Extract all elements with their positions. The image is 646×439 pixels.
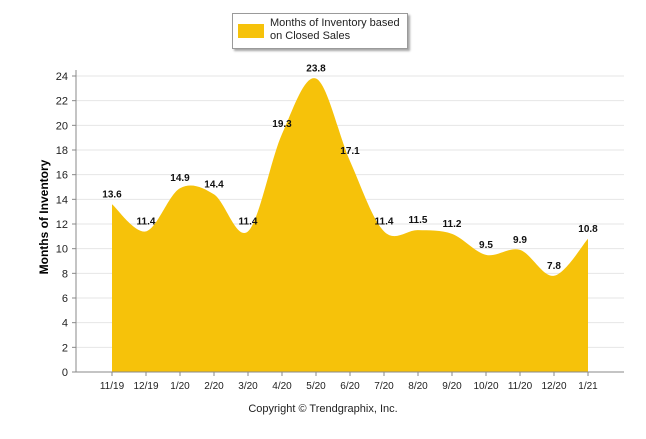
x-tick-label: 4/20: [272, 381, 292, 392]
x-tick-label: 12/19: [133, 381, 158, 392]
y-tick-label: 10: [56, 244, 68, 256]
y-tick-label: 6: [62, 293, 68, 305]
y-tick-label: 16: [56, 170, 68, 182]
legend-label: Months of Inventory based on Closed Sale…: [270, 17, 400, 42]
y-tick-label: 4: [62, 318, 68, 330]
x-tick-label: 11/19: [100, 381, 125, 392]
x-tick-label: 2/20: [204, 381, 224, 392]
y-tick-label: 24: [56, 71, 68, 83]
legend: Months of Inventory based on Closed Sale…: [232, 13, 408, 49]
x-tick-label: 11/20: [508, 381, 533, 392]
data-label: 10.8: [578, 224, 598, 235]
copyright-footer: Copyright © Trendgraphix, Inc.: [248, 403, 398, 415]
y-tick-label: 0: [62, 367, 68, 379]
x-tick-label: 12/20: [541, 381, 566, 392]
data-label: 11.2: [443, 219, 462, 230]
legend-swatch: [238, 24, 264, 38]
x-tick-label: 1/21: [578, 381, 598, 392]
x-tick-label: 10/20: [473, 381, 498, 392]
data-label: 11.5: [409, 215, 428, 226]
series-area: [112, 78, 588, 372]
data-label: 23.8: [306, 63, 326, 74]
data-label: 14.4: [204, 179, 224, 190]
x-tick-label: 6/20: [340, 381, 360, 392]
y-tick-label: 12: [56, 219, 68, 231]
y-tick-label: 20: [56, 120, 68, 132]
x-tick-label: 3/20: [238, 381, 258, 392]
x-tick-label: 7/20: [374, 381, 394, 392]
data-label: 19.3: [272, 119, 292, 130]
data-label: 11.4: [375, 216, 394, 227]
x-tick-label: 1/20: [170, 381, 190, 392]
y-tick-label: 22: [56, 96, 68, 108]
y-axis-label: Months of Inventory: [37, 159, 51, 275]
data-label: 17.1: [340, 146, 360, 157]
data-label: 14.9: [170, 173, 190, 184]
data-label: 9.5: [479, 240, 493, 251]
x-tick-label: 9/20: [442, 381, 462, 392]
y-tick-label: 18: [56, 145, 68, 157]
data-label: 11.4: [239, 216, 258, 227]
data-label: 11.4: [137, 216, 156, 227]
data-label: 9.9: [513, 235, 527, 246]
x-tick-label: 5/20: [306, 381, 326, 392]
y-tick-label: 8: [62, 268, 68, 280]
x-tick-label: 8/20: [408, 381, 428, 392]
y-tick-label: 2: [62, 342, 68, 354]
data-label: 13.6: [102, 189, 122, 200]
y-tick-label: 14: [56, 194, 68, 206]
data-label: 7.8: [547, 261, 561, 272]
